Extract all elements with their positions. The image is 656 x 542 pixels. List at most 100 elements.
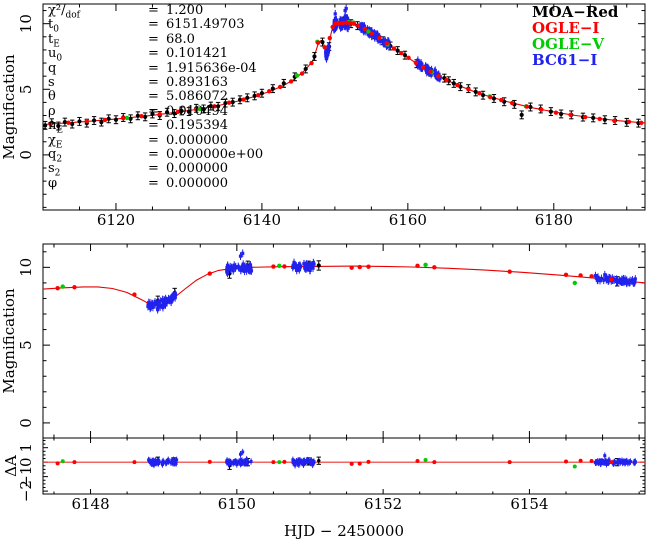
parameter-value: 1.200 <box>166 3 204 18</box>
legend-item: OGLE−V <box>532 35 605 53</box>
x-axis-label: HJD − 2450000 <box>284 522 404 540</box>
panel-top: 6120 6140 6160 6180 0 5 10 <box>17 3 646 229</box>
y-tick-label: 5 <box>17 85 35 95</box>
x-tick-label: 6140 <box>243 211 281 229</box>
y-tick-label: 0 <box>17 418 35 428</box>
parameter-value: 1.915636e-04 <box>166 60 257 76</box>
parameter-value: 5.086072 <box>166 89 229 105</box>
parameter-line: φ = 0.000000 <box>48 175 263 191</box>
parameter-value: 0.893163 <box>166 74 229 90</box>
y-tick-label: 1 <box>17 443 35 453</box>
data-res <box>43 448 645 470</box>
equals-sign: = <box>148 60 159 76</box>
parameter-symbol: χ²/dof <box>48 3 80 21</box>
equals-sign: = <box>148 46 159 62</box>
parameter-symbol: θ <box>48 89 56 105</box>
legend-item: BC61−I <box>532 51 598 69</box>
series-moa-red <box>155 260 620 306</box>
y-tick-label: 5 <box>17 340 35 350</box>
data-top <box>43 4 645 131</box>
parameter-value: 68.0 <box>166 31 195 47</box>
parameter-line: q = 1.915636e-04 <box>48 60 263 76</box>
parameter-symbol: φ <box>48 175 58 191</box>
parameter-value: 0.000000 <box>166 132 229 148</box>
equals-sign: = <box>148 103 159 119</box>
series-ogle-v <box>60 262 577 289</box>
x-tick-label: 6148 <box>71 495 109 513</box>
y-tick-label: 0 <box>17 457 35 467</box>
parameter-symbol: q2 <box>48 146 63 165</box>
parameter-line: πE = 0.195394 <box>48 118 263 136</box>
parameter-line: t0 = 6151.49703 <box>48 17 263 35</box>
panel-res: 6148 6150 6152 6154 −2−10 1 <box>17 437 646 513</box>
equals-sign: = <box>148 3 159 18</box>
legend-item: OGLE−I <box>532 19 600 37</box>
parameter-symbol: t0 <box>48 17 59 35</box>
legend: MOA−Red OGLE−I OGLE−V BC61−I <box>532 4 618 68</box>
series-ogle-i <box>48 20 644 126</box>
parameter-value: 0.195394 <box>166 118 229 134</box>
parameter-line: s2 = 0.000000 <box>48 161 263 179</box>
panel-border <box>42 437 646 495</box>
series-moa-red <box>155 456 620 470</box>
parameter-symbol: q <box>48 60 57 76</box>
equals-sign: = <box>148 146 159 162</box>
y-tick-label: 0 <box>17 150 35 160</box>
parameter-line: χE = 0.000000 <box>48 132 263 151</box>
x-tick-label: 6160 <box>389 211 427 229</box>
parameter-symbol: χE <box>48 132 63 151</box>
parameter-symbol: tE <box>48 31 60 50</box>
equals-sign: = <box>148 31 159 47</box>
equals-sign: = <box>148 74 159 90</box>
parameter-value: 0.010494 <box>166 103 229 119</box>
series-ogle-i <box>55 458 614 466</box>
parameter-symbol: u0 <box>48 46 63 64</box>
x-tick-label: 6180 <box>535 211 573 229</box>
parameter-list: χ²/dof = 1.200 t0 = 6151.49703 tE = 68.0 u0 = 0.101… <box>48 3 264 191</box>
y-tick-label: −1 <box>17 466 35 488</box>
ticks-top <box>43 4 645 210</box>
parameter-value: 0.000000 <box>166 161 229 177</box>
parameter-symbol: s2 <box>48 161 61 179</box>
parameter-line: u0 = 0.101421 <box>48 46 263 64</box>
x-tick-label: 6152 <box>364 495 402 513</box>
ticks-mid <box>43 244 645 438</box>
parameter-value: 0.101421 <box>166 46 229 62</box>
equals-sign: = <box>148 161 159 177</box>
panel-border <box>42 243 646 439</box>
parameter-value: 0.000000e+00 <box>166 146 264 162</box>
series-bc61-i <box>324 4 442 83</box>
panel-border <box>42 3 646 211</box>
data-mid <box>43 249 645 314</box>
parameter-symbol: ρ <box>48 103 56 119</box>
series-ogle-i <box>55 263 614 297</box>
x-tick-label: 6154 <box>510 495 548 513</box>
x-tick-label: 6120 <box>97 211 135 229</box>
y-axis-label-top: Magnification <box>0 54 18 160</box>
parameter-line: θ = 5.086072 <box>48 89 263 105</box>
parameter-symbol: πE <box>48 118 64 136</box>
ticks-res <box>43 438 645 494</box>
series-bc61-i <box>146 249 637 314</box>
parameter-line: s = 0.893163 <box>48 74 263 90</box>
parameter-line: tE = 68.0 <box>48 31 263 50</box>
equals-sign: = <box>148 132 159 148</box>
equals-sign: = <box>148 118 159 134</box>
panel-mid: 0 5 10 <box>17 243 646 439</box>
parameter-line: ρ = 0.010494 <box>48 103 263 119</box>
equals-sign: = <box>148 175 159 191</box>
y-tick-label: 10 <box>17 258 35 277</box>
y-axis-label-mid: Magnification <box>0 288 18 394</box>
legend-item: MOA−Red <box>532 3 619 21</box>
parameter-value: 0.000000 <box>166 175 229 191</box>
equals-sign: = <box>148 17 159 33</box>
parameter-line: χ²/dof = 1.200 <box>48 3 263 21</box>
series-bc61-i <box>147 448 637 469</box>
parameter-symbol: s <box>48 74 55 90</box>
y-tick-label: −2 <box>17 480 35 502</box>
y-axis-label-residual: ΔA <box>2 455 20 477</box>
parameter-value: 6151.49703 <box>166 17 245 33</box>
series-ogle-v <box>60 457 577 469</box>
